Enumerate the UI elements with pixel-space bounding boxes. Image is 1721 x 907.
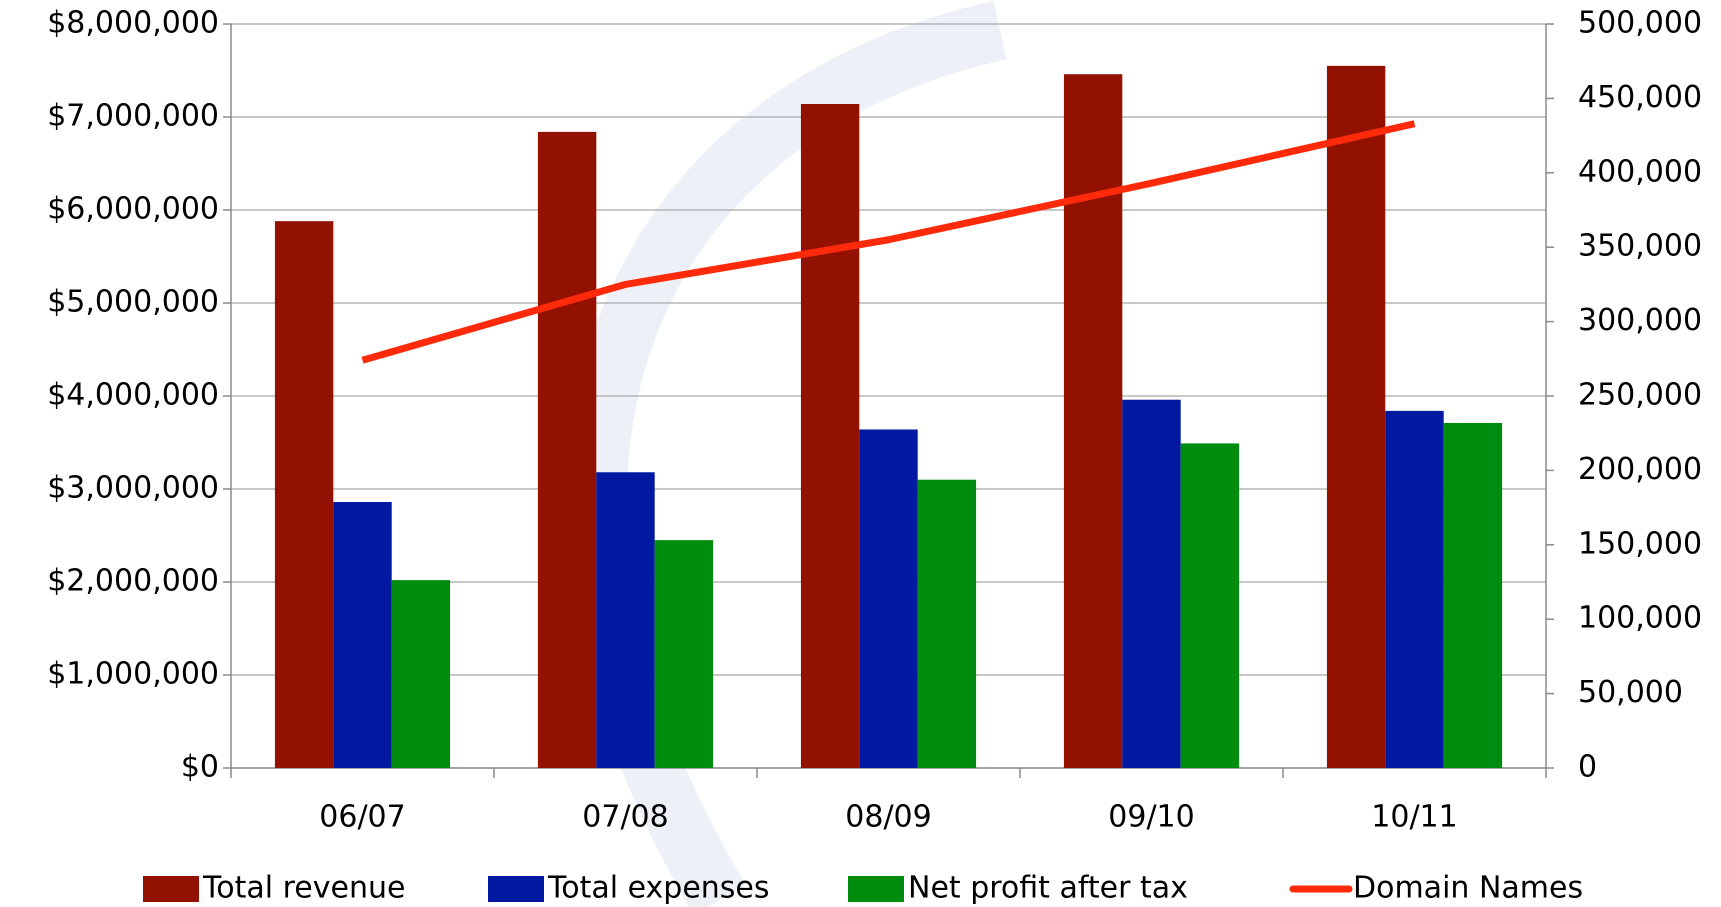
bar	[596, 472, 655, 768]
x-tick-label: 06/07	[319, 800, 405, 835]
line-series	[361, 120, 1416, 364]
bar	[333, 502, 392, 768]
bar	[391, 580, 451, 768]
y2-tick-label: 300,000	[1578, 303, 1702, 338]
y2-tick-label: 500,000	[1578, 6, 1702, 41]
watermark	[567, 0, 1007, 907]
bar	[274, 221, 334, 768]
x-tick-label: 10/11	[1371, 800, 1457, 835]
legend-swatch	[488, 876, 544, 902]
legend-label: Net profit after tax	[908, 871, 1188, 906]
y-tick-label: $6,000,000	[47, 192, 219, 227]
bar	[537, 131, 597, 768]
y-tick-label: $8,000,000	[47, 6, 219, 41]
bar	[859, 429, 918, 768]
y-tick-label: $4,000,000	[47, 378, 219, 413]
y-tick-label: $0	[181, 750, 219, 785]
y-tick-label: $2,000,000	[47, 564, 219, 599]
bar	[1326, 65, 1386, 769]
y2-tick-label: 150,000	[1578, 526, 1702, 561]
bar	[1063, 74, 1123, 769]
legend-label: Total revenue	[202, 871, 405, 906]
x-tick-label: 08/09	[845, 800, 931, 835]
bar	[654, 540, 714, 768]
y2-tick-label: 50,000	[1578, 675, 1683, 710]
y-tick-label: $1,000,000	[47, 657, 219, 692]
bar	[1122, 399, 1181, 768]
legend-label: Total expenses	[547, 871, 770, 906]
bar	[800, 103, 860, 769]
y2-tick-label: 100,000	[1578, 601, 1702, 636]
y2-tick-label: 250,000	[1578, 378, 1702, 413]
y-tick-label: $7,000,000	[47, 99, 219, 134]
y2-tick-label: 0	[1578, 750, 1597, 785]
x-tick-label: 07/08	[582, 800, 668, 835]
x-tick-label: 09/10	[1108, 800, 1194, 835]
bar	[1385, 410, 1444, 768]
y-tick-label: $5,000,000	[47, 285, 219, 320]
y2-tick-label: 450,000	[1578, 80, 1702, 115]
y-tick-label: $3,000,000	[47, 471, 219, 506]
bar	[917, 479, 977, 768]
legend: Total revenue Total expenses Net profit af…	[143, 871, 1583, 906]
legend-swatch	[143, 876, 199, 902]
y2-tick-label: 350,000	[1578, 229, 1702, 264]
y2-tick-label: 400,000	[1578, 154, 1702, 189]
bar	[1443, 422, 1503, 768]
legend-swatch	[848, 876, 904, 902]
legend-label: Domain Names	[1353, 871, 1583, 906]
y2-tick-label: 200,000	[1578, 452, 1702, 487]
bar	[1180, 443, 1240, 768]
